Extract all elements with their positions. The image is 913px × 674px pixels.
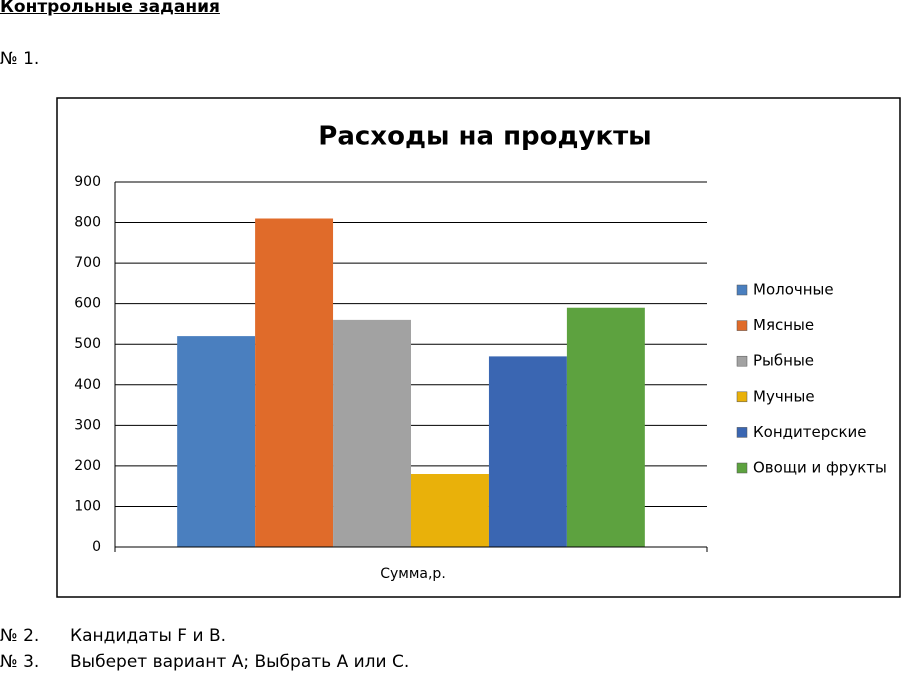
legend-swatch <box>736 284 748 296</box>
legend-label: Рыбные <box>753 352 814 370</box>
legend-swatch <box>736 391 748 403</box>
y-tick-label: 400 <box>74 377 101 393</box>
task-number: № 1. <box>0 49 40 69</box>
bar <box>255 218 334 547</box>
legend-label: Мясные <box>753 316 814 334</box>
answer-number: № 3. <box>0 652 40 672</box>
x-axis-label: Сумма,р. <box>380 566 446 582</box>
legend-swatch <box>736 462 748 474</box>
header-title: Контрольные задания <box>0 0 220 17</box>
legend-label: Мучные <box>753 387 815 405</box>
legend-label: Молочные <box>753 281 834 299</box>
y-tick-label: 900 <box>74 174 101 190</box>
legend-swatch <box>736 320 748 331</box>
answer-text: Выберет вариант А; Выбрать А или С. <box>70 652 410 672</box>
bar <box>411 474 489 547</box>
legend-swatch <box>736 427 748 438</box>
chart-frame <box>56 97 901 598</box>
y-tick-label: 600 <box>74 296 101 312</box>
legend-swatch <box>736 355 748 367</box>
legend-label: Овощи и фрукты <box>753 459 887 477</box>
y-tick-label: 800 <box>74 215 101 231</box>
bar <box>566 307 645 547</box>
y-tick-label: 300 <box>74 417 101 433</box>
y-tick-label: 200 <box>74 458 101 474</box>
chart-title: Расходы на продукты <box>318 122 651 152</box>
answer-number: № 2. <box>0 626 40 646</box>
bar <box>177 336 256 547</box>
legend-label: Кондитерские <box>753 423 867 441</box>
y-tick-label: 700 <box>74 255 101 271</box>
y-tick-label: 0 <box>92 539 101 555</box>
y-tick-label: 500 <box>74 336 101 352</box>
bar <box>488 356 567 547</box>
bar <box>333 319 411 547</box>
y-tick-label: 100 <box>74 498 101 514</box>
answer-text: Кандидаты F и B. <box>70 626 227 646</box>
